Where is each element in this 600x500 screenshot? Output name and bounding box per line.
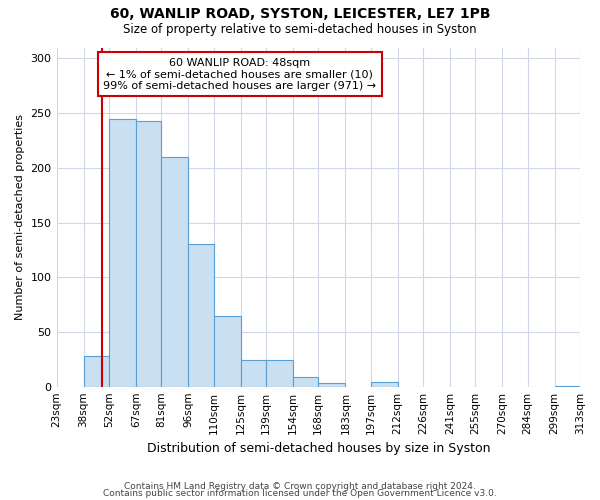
Bar: [241, 360, 266, 386]
Y-axis label: Number of semi-detached properties: Number of semi-detached properties: [15, 114, 25, 320]
Text: 60 WANLIP ROAD: 48sqm
← 1% of semi-detached houses are smaller (10)
99% of semi-: 60 WANLIP ROAD: 48sqm ← 1% of semi-detac…: [103, 58, 376, 91]
Bar: [109, 118, 136, 386]
Text: Size of property relative to semi-detached houses in Syston: Size of property relative to semi-detach…: [123, 22, 477, 36]
Bar: [293, 377, 318, 386]
Bar: [188, 244, 214, 386]
Text: Contains public sector information licensed under the Open Government Licence v3: Contains public sector information licen…: [103, 490, 497, 498]
X-axis label: Distribution of semi-detached houses by size in Syston: Distribution of semi-detached houses by …: [146, 442, 490, 455]
Bar: [371, 382, 398, 386]
Bar: [214, 316, 241, 386]
Bar: [83, 356, 109, 386]
Bar: [161, 157, 188, 386]
Bar: [266, 360, 293, 386]
Text: Contains HM Land Registry data © Crown copyright and database right 2024.: Contains HM Land Registry data © Crown c…: [124, 482, 476, 491]
Bar: [318, 384, 346, 386]
Bar: [136, 121, 161, 386]
Text: 60, WANLIP ROAD, SYSTON, LEICESTER, LE7 1PB: 60, WANLIP ROAD, SYSTON, LEICESTER, LE7 …: [110, 8, 490, 22]
